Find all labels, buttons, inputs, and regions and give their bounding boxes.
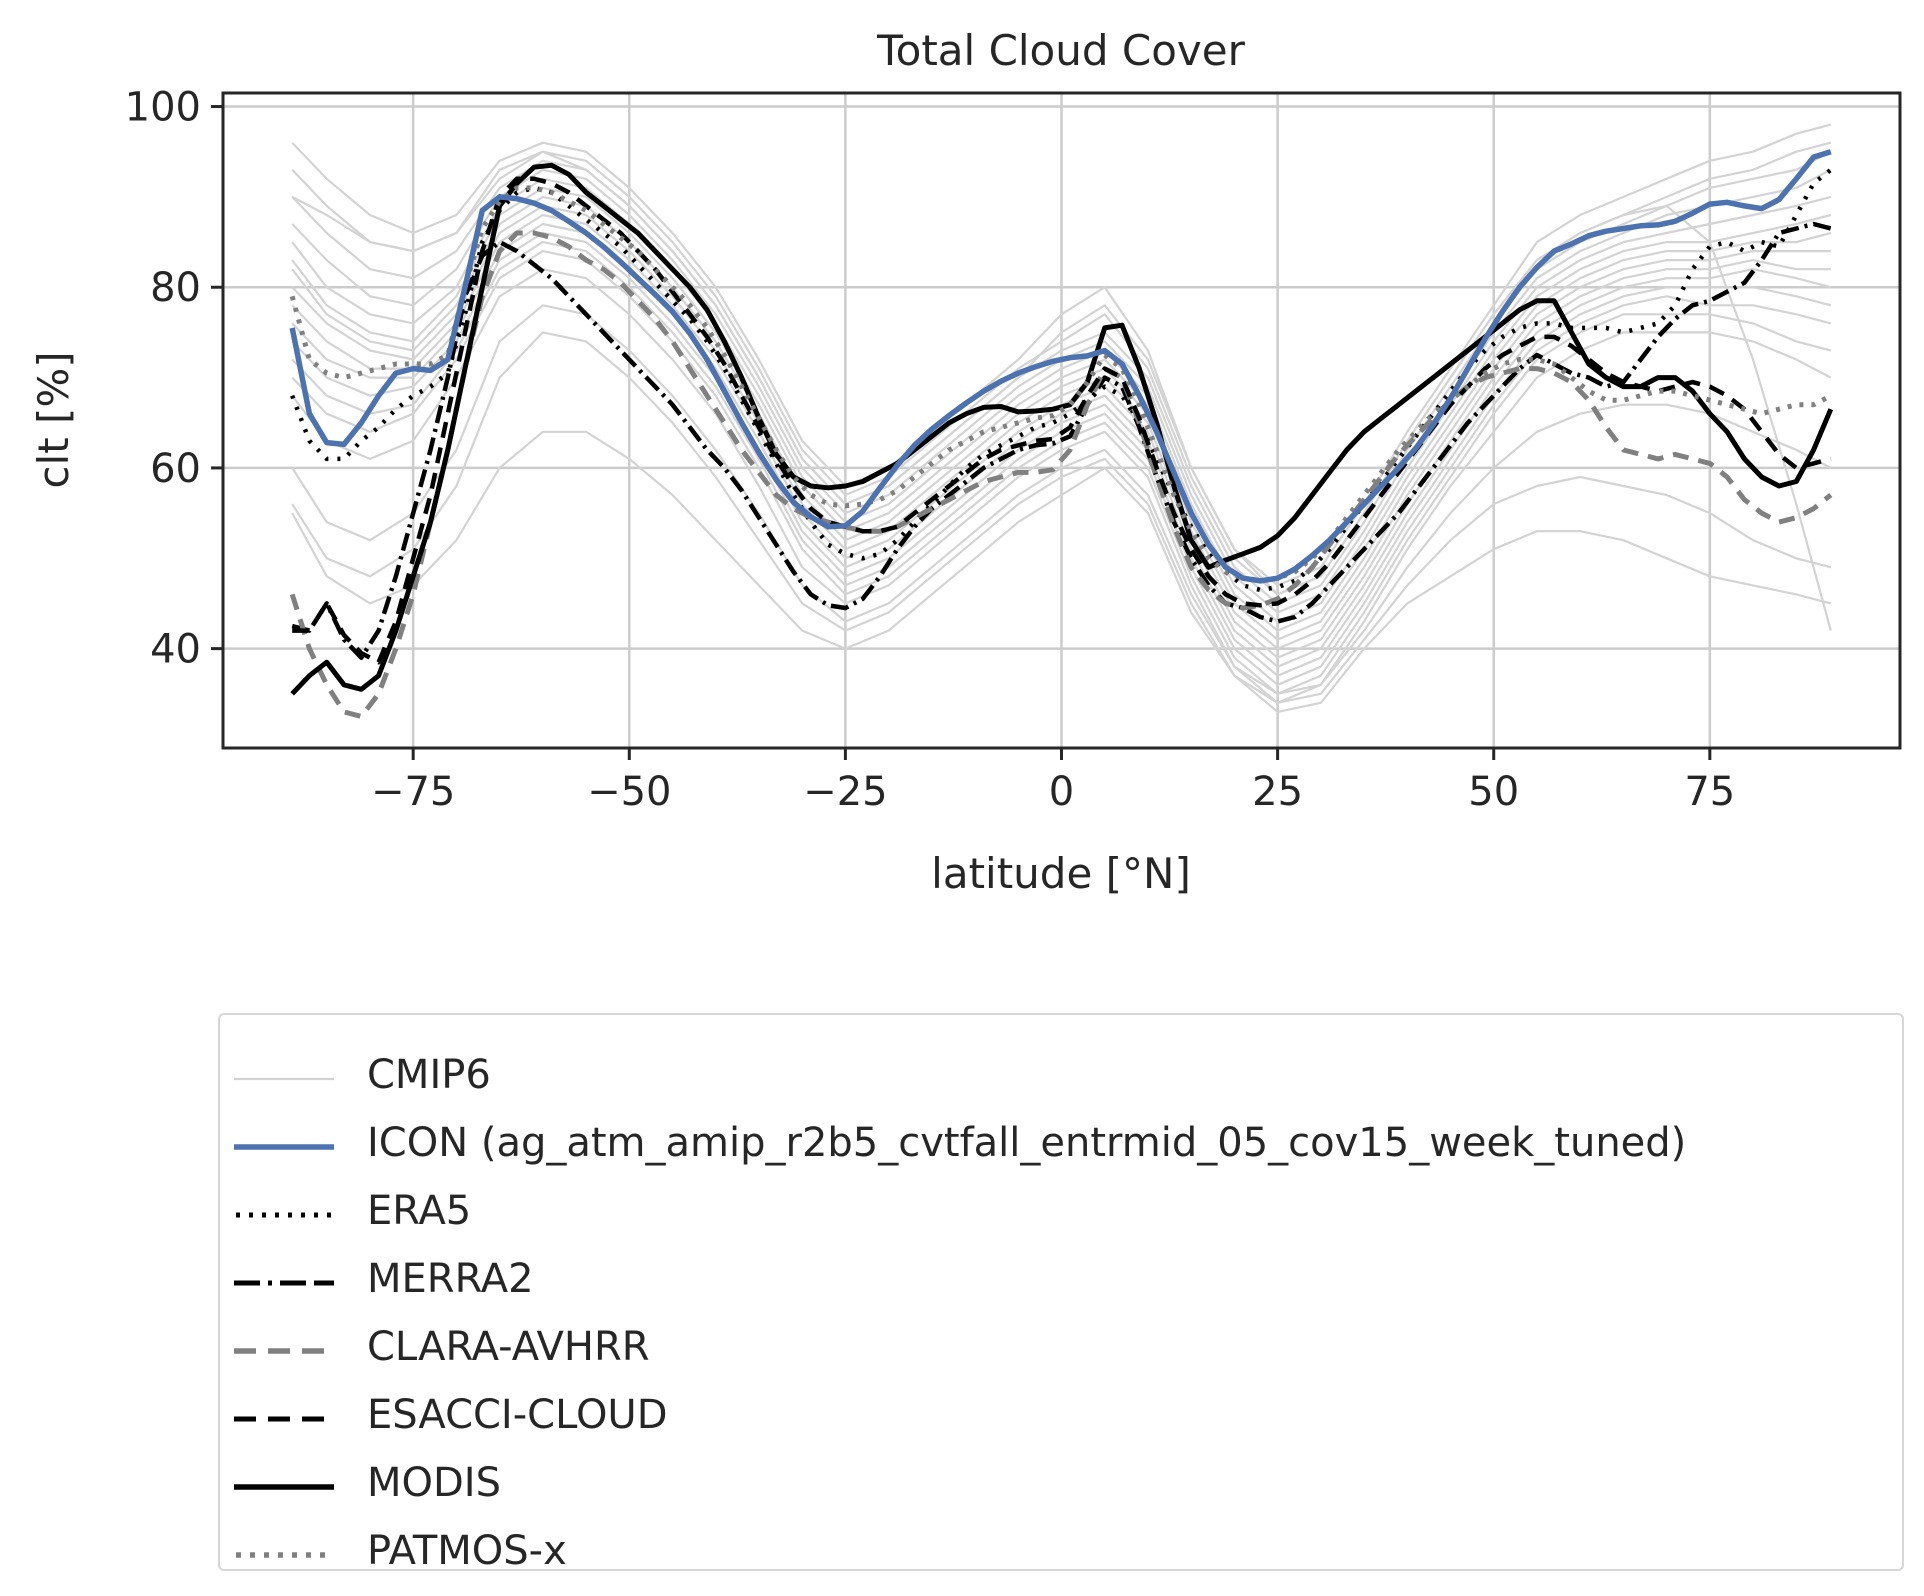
legend-item-cmip6: CMIP6 [220,1047,1902,1107]
series-line-cmip6-member [291,430,1832,713]
y-tick-label: 80 [150,265,201,311]
x-tick-label: 0 [1049,769,1074,815]
series-line-cmip6-member [291,150,1832,631]
x-tick-label: 75 [1684,769,1735,815]
y-tick-label: 100 [125,85,201,131]
series-line-cmip6-member [291,222,1832,668]
series-line-cmip6-member [291,304,1832,704]
legend-swatch-merra2 [234,1280,334,1286]
x-axis-label: latitude [°N] [931,849,1191,898]
legend-swatch-icon [234,1144,334,1150]
legend-swatch-esacci-cloud [234,1416,334,1422]
x-tick-label: 50 [1468,769,1519,815]
legend-item-icon: ICON (ag_atm_amip_r2b5_cvtfall_entrmid_0… [220,1115,1902,1175]
legend: CMIP6 ICON (ag_atm_amip_r2b5_cvtfall_ent… [218,1013,1904,1574]
legend-label: PATMOS-x [367,1528,567,1574]
x-tick-label: −75 [371,769,455,815]
legend-swatch-patmos-x [236,1552,334,1558]
series-line-merra2 [291,221,1832,660]
x-tick-label: 25 [1252,769,1303,815]
ticks: −75 −50 −25 0 25 50 75 40 60 80 100 [125,85,1736,815]
legend-label: ICON (ag_atm_amip_r2b5_cvtfall_entrmid_0… [367,1120,1687,1166]
y-tick-label: 60 [150,446,201,492]
series-layer [289,123,1834,719]
x-tick-label: −25 [803,769,887,815]
legend-label: CMIP6 [367,1052,491,1098]
chart-title: Total Cloud Cover [876,26,1245,75]
series-line-modis [290,162,1834,696]
legend-item-era5: ERA5 [220,1183,1902,1243]
series-line-icon [289,149,1832,584]
series-line-cmip6-member [291,123,1832,587]
legend-item-patmos-x: PATMOS-x [220,1523,1902,1583]
x-tick-label: −50 [587,769,671,815]
legend-label: ESACCI-CLOUD [367,1392,668,1438]
series-line-cmip6-member [291,331,1832,704]
legend-label: MERRA2 [367,1256,534,1302]
series-line-esacci-cloud [292,176,1832,665]
legend-swatch-clara-avhrr [234,1348,334,1354]
series-line-patmos-x [289,185,1832,584]
legend-swatch-era5 [236,1212,334,1218]
legend-item-modis: MODIS [220,1455,1902,1515]
legend-item-merra2: MERRA2 [220,1251,1902,1311]
y-axis-label: clt [%] [29,351,78,488]
y-tick-label: 40 [150,627,201,673]
legend-item-clara-avhrr: CLARA-AVHRR [220,1319,1902,1379]
legend-item-esacci-cloud: ESACCI-CLOUD [220,1387,1902,1447]
legend-swatch-modis [234,1484,334,1490]
series-line-clara-avhrr [289,230,1833,719]
legend-swatch-cmip6 [234,1077,334,1081]
legend-label: ERA5 [367,1188,472,1234]
series-line-cmip6-member [291,195,1832,641]
legend-label: MODIS [367,1460,501,1506]
legend-label: CLARA-AVHRR [367,1324,650,1370]
